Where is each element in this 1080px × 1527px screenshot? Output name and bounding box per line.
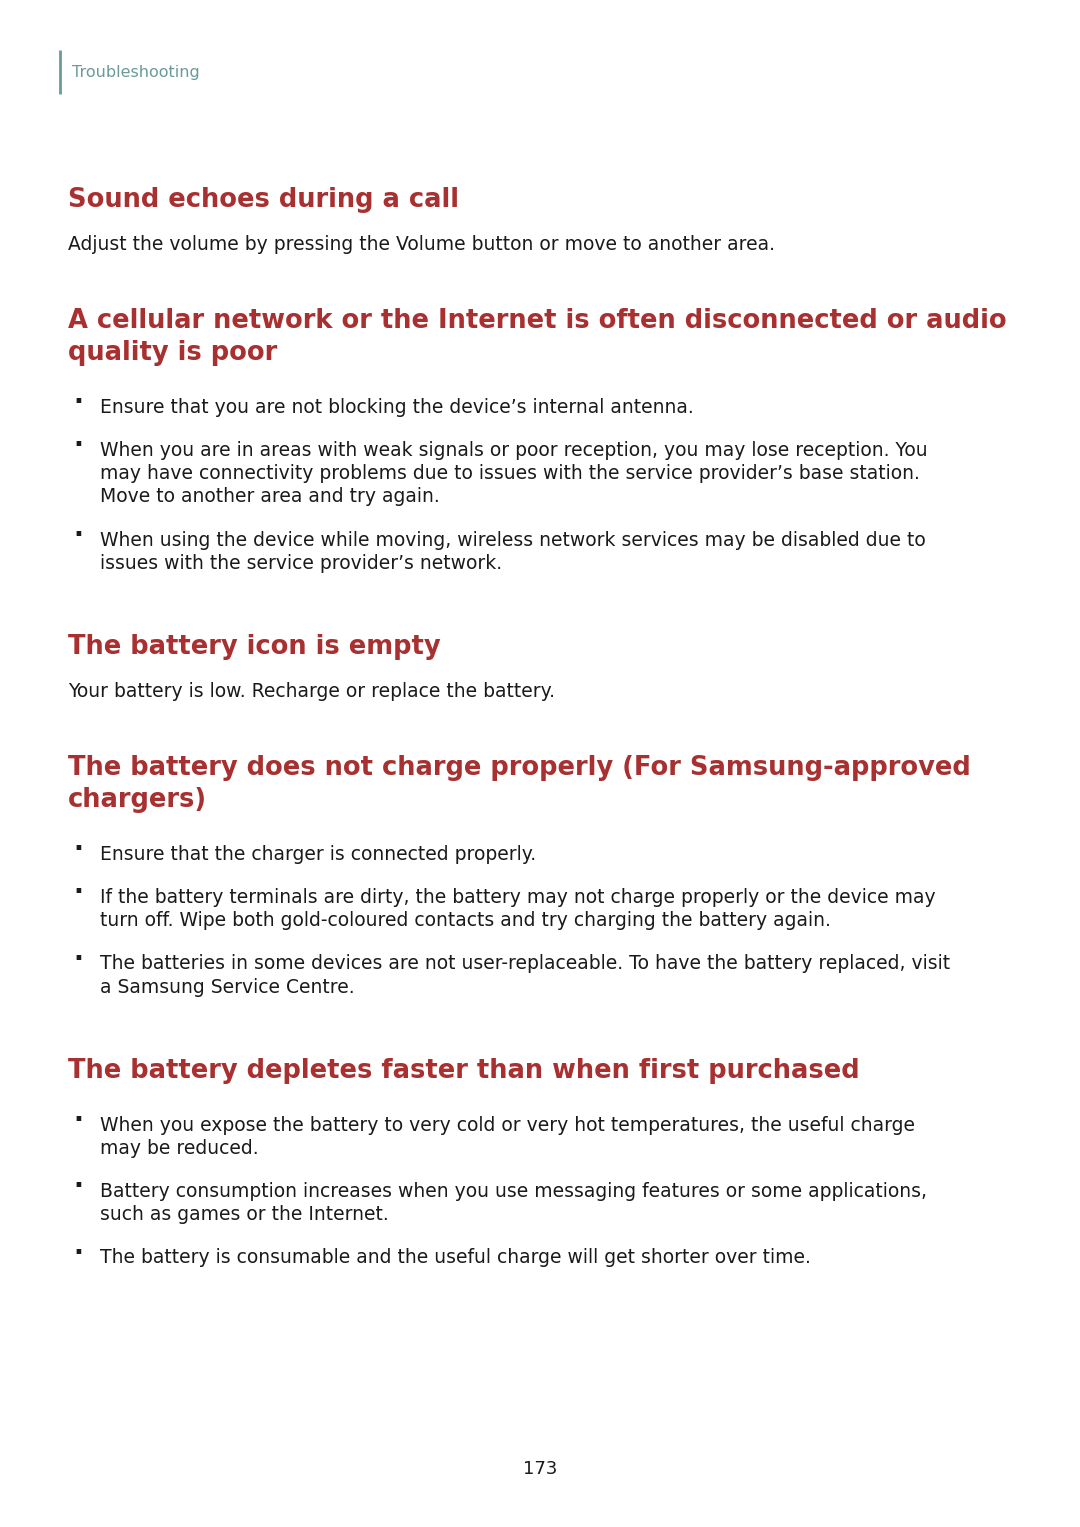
Text: Sound echoes during a call: Sound echoes during a call	[68, 186, 459, 212]
Text: Move to another area and try again.: Move to another area and try again.	[100, 487, 440, 507]
Text: ·: ·	[73, 1109, 83, 1135]
Text: ·: ·	[73, 880, 83, 907]
Text: ·: ·	[73, 947, 83, 973]
Text: When you are in areas with weak signals or poor reception, you may lose receptio: When you are in areas with weak signals …	[100, 441, 928, 460]
Text: ·: ·	[73, 1241, 83, 1267]
Text: 173: 173	[523, 1460, 557, 1478]
Text: ·: ·	[73, 434, 83, 460]
Text: The battery does not charge properly (For Samsung-approved: The battery does not charge properly (Fo…	[68, 754, 971, 780]
Text: The battery icon is empty: The battery icon is empty	[68, 634, 441, 660]
Text: ·: ·	[73, 522, 83, 550]
Text: such as games or the Internet.: such as games or the Internet.	[100, 1205, 389, 1225]
Text: Battery consumption increases when you use messaging features or some applicatio: Battery consumption increases when you u…	[100, 1182, 927, 1202]
Text: The battery depletes faster than when first purchased: The battery depletes faster than when fi…	[68, 1058, 860, 1084]
Text: When you expose the battery to very cold or very hot temperatures, the useful ch: When you expose the battery to very cold…	[100, 1116, 915, 1135]
Text: ·: ·	[73, 389, 83, 415]
Text: may be reduced.: may be reduced.	[100, 1139, 258, 1157]
Text: quality is poor: quality is poor	[68, 341, 278, 366]
Text: The battery is consumable and the useful charge will get shorter over time.: The battery is consumable and the useful…	[100, 1249, 811, 1267]
Text: ·: ·	[73, 837, 83, 863]
Text: issues with the service provider’s network.: issues with the service provider’s netwo…	[100, 554, 502, 573]
Text: turn off. Wipe both gold-coloured contacts and try charging the battery again.: turn off. Wipe both gold-coloured contac…	[100, 912, 831, 930]
Text: A cellular network or the Internet is often disconnected or audio: A cellular network or the Internet is of…	[68, 308, 1007, 334]
Text: If the battery terminals are dirty, the battery may not charge properly or the d: If the battery terminals are dirty, the …	[100, 887, 935, 907]
Text: ·: ·	[73, 1174, 83, 1200]
Text: may have connectivity problems due to issues with the service provider’s base st: may have connectivity problems due to is…	[100, 464, 920, 483]
Text: chargers): chargers)	[68, 786, 207, 812]
Text: Adjust the volume by pressing the Volume button or move to another area.: Adjust the volume by pressing the Volume…	[68, 235, 775, 253]
Text: When using the device while moving, wireless network services may be disabled du: When using the device while moving, wire…	[100, 530, 926, 550]
Text: Ensure that you are not blocking the device’s internal antenna.: Ensure that you are not blocking the dev…	[100, 397, 693, 417]
Text: The batteries in some devices are not user-replaceable. To have the battery repl: The batteries in some devices are not us…	[100, 954, 950, 973]
Text: Your battery is low. Recharge or replace the battery.: Your battery is low. Recharge or replace…	[68, 683, 555, 701]
Text: Ensure that the charger is connected properly.: Ensure that the charger is connected pro…	[100, 844, 536, 864]
Text: a Samsung Service Centre.: a Samsung Service Centre.	[100, 977, 354, 997]
Text: Troubleshooting: Troubleshooting	[72, 64, 200, 79]
